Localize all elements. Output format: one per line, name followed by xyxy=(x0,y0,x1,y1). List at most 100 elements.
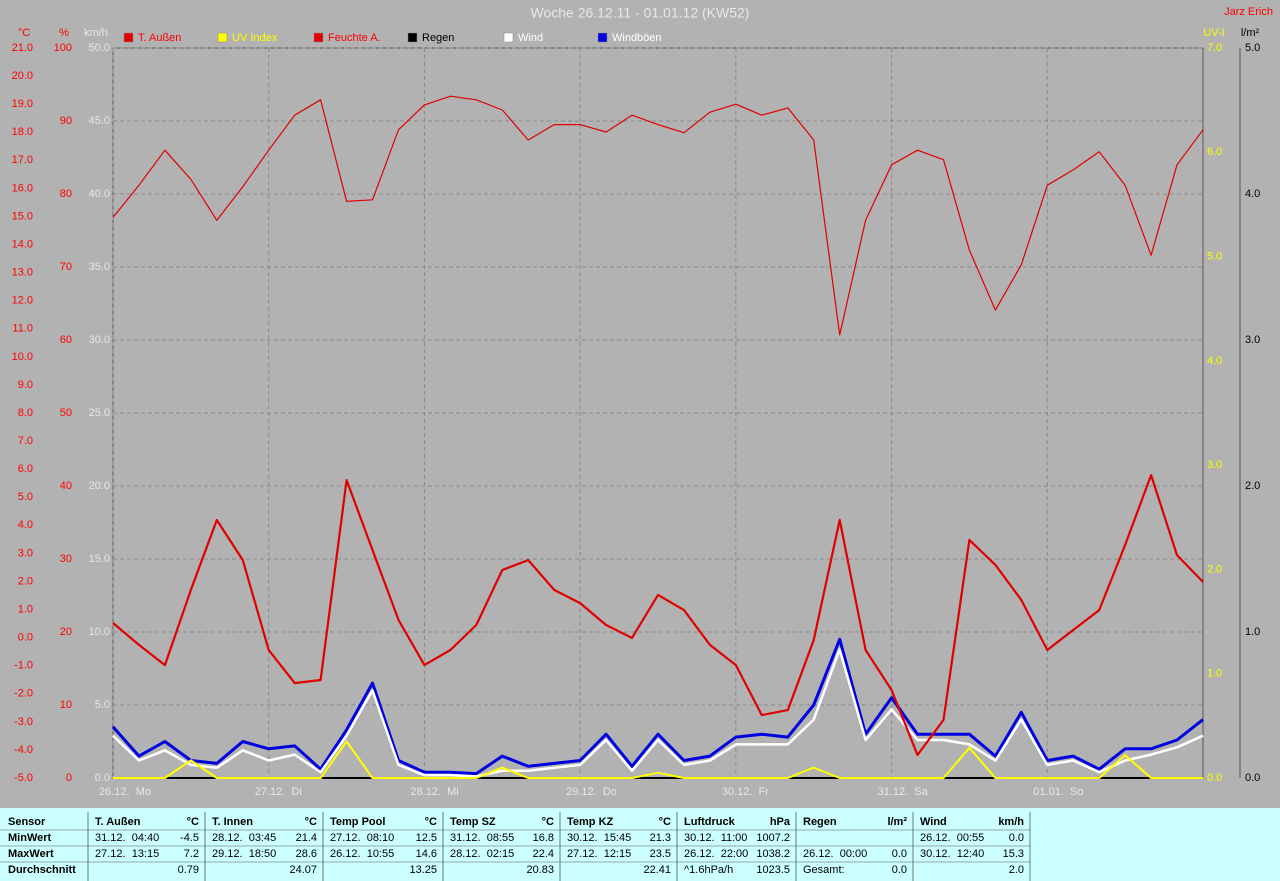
y-tick-label: 1.0 xyxy=(1245,626,1260,638)
cell-time: 29.12. 18:50 xyxy=(212,848,276,860)
legend-swatch xyxy=(123,32,134,43)
cell-value: 0.0 xyxy=(892,848,907,860)
group-name: T. Außen xyxy=(95,816,141,828)
series-line xyxy=(112,474,1204,757)
cell-value: 22.41 xyxy=(643,864,671,876)
group-name: Wind xyxy=(920,816,947,828)
y-tick-label: 2.0 xyxy=(1245,480,1260,492)
y-tick-label: 0.0 xyxy=(1245,772,1260,784)
row-label: Durchschnitt xyxy=(8,864,76,876)
axis-unit: l/m² xyxy=(1241,27,1260,39)
y-tick-label: 15.0 xyxy=(12,210,33,222)
x-tick-label: 29.12. Do xyxy=(566,786,617,798)
y-tick-label: 2.0 xyxy=(18,575,33,587)
series-line xyxy=(112,648,1204,778)
plot-area xyxy=(112,47,1204,779)
y-tick-label: 5.0 xyxy=(18,491,33,503)
axis-unit: UV-I xyxy=(1203,27,1224,39)
series-line xyxy=(113,740,1203,779)
group-name: Temp SZ xyxy=(450,816,496,828)
y-tick-label: 16.0 xyxy=(12,182,33,194)
cell-value: 1007.2 xyxy=(756,832,790,844)
y-tick-label: 12.0 xyxy=(12,295,33,307)
y-tick-label: 0.0 xyxy=(95,772,110,784)
y-tick-label: 3.0 xyxy=(18,547,33,559)
author: Jarz Erich xyxy=(1224,6,1273,18)
y-tick-label: 5.0 xyxy=(1207,250,1222,262)
y-tick-label: 10.0 xyxy=(89,626,110,638)
cell-value: 20.83 xyxy=(526,864,554,876)
x-tick-label: 01.01. So xyxy=(1033,786,1083,798)
cell-value: 24.07 xyxy=(289,864,317,876)
y-tick-label: -2.0 xyxy=(14,688,33,700)
axis-unit: % xyxy=(59,27,69,39)
y-tick-label: 45.0 xyxy=(89,115,110,127)
y-tick-label: -4.0 xyxy=(14,744,33,756)
y-tick-label: 19.0 xyxy=(12,98,33,110)
cell-time: Gesamt: xyxy=(803,864,845,876)
cell-value: 13.25 xyxy=(409,864,437,876)
y-tick-label: 0 xyxy=(66,772,72,784)
cell-value: 14.6 xyxy=(416,848,437,860)
row-label: MinWert xyxy=(8,832,52,844)
cell-value: 7.2 xyxy=(184,848,199,860)
legend-label: Feuchte A. xyxy=(328,32,381,44)
stats-table xyxy=(0,808,1280,881)
table-header: Sensor xyxy=(8,816,46,828)
y-tick-label: 50.0 xyxy=(89,42,110,54)
cell-time: 31.12. 08:55 xyxy=(450,832,514,844)
y-tick-label: 20.0 xyxy=(89,480,110,492)
group-unit: °C xyxy=(542,816,554,828)
y-tick-label: 1.0 xyxy=(18,603,33,615)
cell-time: 28.12. 02:15 xyxy=(450,848,514,860)
group-name: Temp Pool xyxy=(330,816,385,828)
legend-swatch xyxy=(597,32,608,43)
legend-swatch xyxy=(313,32,324,43)
y-tick-label: 10 xyxy=(60,699,72,711)
cell-time: 27.12. 08:10 xyxy=(330,832,394,844)
cell-time: 30.12. 15:45 xyxy=(567,832,631,844)
cell-time: 26.12. 00:00 xyxy=(803,848,867,860)
cell-time: 31.12. 04:40 xyxy=(95,832,159,844)
y-tick-label: 18.0 xyxy=(12,126,33,138)
y-tick-label: 8.0 xyxy=(18,407,33,419)
cell-value: 2.0 xyxy=(1009,864,1024,876)
cell-value: 0.0 xyxy=(892,864,907,876)
legend-swatch xyxy=(503,32,514,43)
y-tick-label: 40.0 xyxy=(89,188,110,200)
cell-value: 16.8 xyxy=(533,832,554,844)
y-tick-label: 20 xyxy=(60,626,72,638)
y-tick-label: 7.0 xyxy=(1207,42,1222,54)
group-unit: hPa xyxy=(770,816,791,828)
y-tick-label: 20.0 xyxy=(12,70,33,82)
legend-label: UV Index xyxy=(232,32,278,44)
cell-value: 21.4 xyxy=(296,832,317,844)
cell-value: 21.3 xyxy=(650,832,671,844)
row-label: MaxWert xyxy=(8,848,54,860)
y-tick-label: 6.0 xyxy=(1207,146,1222,158)
cell-time: 30.12. 11:00 xyxy=(684,832,747,844)
y-tick-label: 35.0 xyxy=(89,261,110,273)
y-tick-label: -1.0 xyxy=(14,660,33,672)
y-tick-label: 0.0 xyxy=(1207,772,1222,784)
legend-label: T. Außen xyxy=(138,32,181,44)
group-unit: °C xyxy=(659,816,671,828)
group-unit: °C xyxy=(305,816,317,828)
cell-value: 28.6 xyxy=(296,848,317,860)
x-tick-label: 27.12. Di xyxy=(255,786,302,798)
y-tick-label: 10.0 xyxy=(12,351,33,363)
cell-time: 26.12. 00:55 xyxy=(920,832,984,844)
cell-value: 1038.2 xyxy=(756,848,790,860)
cell-value: 0.0 xyxy=(1009,832,1024,844)
y-tick-label: 14.0 xyxy=(12,238,33,250)
cell-time: 28.12. 03:45 xyxy=(212,832,276,844)
legend-swatch xyxy=(407,32,418,43)
y-tick-label: 17.0 xyxy=(12,154,33,166)
x-tick-label: 31.12. Sa xyxy=(878,786,929,798)
y-tick-label: 6.0 xyxy=(18,463,33,475)
y-tick-label: 90 xyxy=(60,115,72,127)
y-tick-label: 50 xyxy=(60,407,72,419)
series-line xyxy=(111,637,1204,776)
axis-unit: km/h xyxy=(84,27,108,39)
legend-swatch xyxy=(217,32,228,43)
